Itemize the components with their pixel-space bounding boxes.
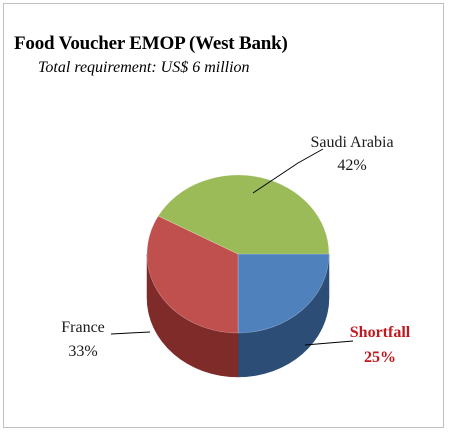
pie-slice-shortfall	[237, 253, 330, 334]
slice-label-shortfall: Shortfall	[350, 324, 411, 341]
pie-top-faces	[146, 174, 330, 334]
leader-line-shortfall	[304, 340, 354, 346]
slice-value-saudi-arabia: 42%	[337, 157, 366, 174]
leader-line-france	[110, 331, 151, 335]
pie-slice-france	[146, 215, 239, 334]
chart-subtitle: Total requirement: US$ 6 million	[38, 59, 250, 76]
pie-labels: Saudi Arabia 42% Shortfall 25% France 33%	[61, 134, 411, 366]
leader-line-saudi-arabia	[252, 148, 324, 194]
slice-label-saudi-arabia: Saudi Arabia	[310, 134, 393, 151]
chart-title: Food Voucher EMOP (West Bank)	[14, 33, 288, 54]
slice-value-france: 33%	[68, 343, 97, 360]
pie-slice-saudi-arabia	[157, 174, 330, 255]
slice-label-france: France	[61, 319, 105, 336]
slice-value-shortfall: 25%	[364, 349, 396, 366]
